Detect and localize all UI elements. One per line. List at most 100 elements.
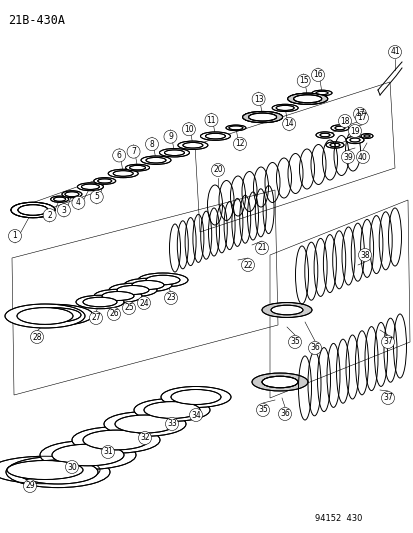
Ellipse shape [93, 177, 116, 184]
Circle shape [252, 93, 264, 106]
Ellipse shape [52, 444, 124, 466]
Circle shape [338, 115, 351, 127]
Ellipse shape [334, 126, 344, 130]
Circle shape [127, 145, 140, 158]
Ellipse shape [161, 386, 230, 408]
Text: 20: 20 [213, 166, 222, 174]
Ellipse shape [40, 441, 136, 470]
Text: 5: 5 [94, 192, 99, 201]
Circle shape [355, 111, 368, 125]
Text: 9: 9 [168, 132, 173, 141]
Text: 6: 6 [116, 151, 121, 160]
Ellipse shape [132, 280, 164, 289]
Circle shape [380, 335, 394, 349]
Ellipse shape [11, 203, 55, 217]
Circle shape [288, 335, 301, 349]
Circle shape [138, 432, 151, 445]
Ellipse shape [200, 132, 230, 140]
Circle shape [164, 130, 176, 143]
Circle shape [122, 302, 135, 314]
Text: 28: 28 [32, 333, 42, 342]
Text: 2: 2 [47, 211, 52, 220]
Ellipse shape [141, 156, 171, 164]
Ellipse shape [144, 401, 199, 418]
Circle shape [353, 108, 366, 120]
Ellipse shape [315, 91, 327, 95]
Ellipse shape [225, 125, 245, 131]
Ellipse shape [18, 460, 98, 484]
Ellipse shape [72, 427, 159, 453]
Circle shape [348, 125, 361, 138]
Ellipse shape [17, 308, 73, 325]
Text: 40: 40 [357, 152, 367, 161]
Circle shape [112, 149, 126, 162]
Text: 32: 32 [140, 433, 150, 442]
Ellipse shape [345, 136, 363, 143]
Text: 31: 31 [103, 448, 112, 456]
Circle shape [255, 241, 268, 254]
Text: 7: 7 [131, 147, 135, 156]
Ellipse shape [159, 149, 189, 157]
Circle shape [380, 392, 394, 405]
Ellipse shape [271, 305, 302, 315]
Text: 39: 39 [342, 152, 352, 161]
Ellipse shape [129, 165, 145, 170]
Circle shape [72, 196, 85, 209]
Ellipse shape [5, 304, 85, 328]
Ellipse shape [76, 295, 124, 309]
Text: 1: 1 [12, 231, 17, 240]
Circle shape [204, 114, 217, 127]
Ellipse shape [54, 197, 66, 201]
Text: 21B-430A: 21B-430A [8, 14, 65, 27]
Ellipse shape [6, 456, 110, 488]
Ellipse shape [113, 171, 133, 176]
Ellipse shape [11, 203, 55, 217]
Circle shape [101, 446, 114, 458]
Text: 19: 19 [349, 126, 359, 135]
Ellipse shape [363, 135, 369, 137]
Circle shape [137, 296, 150, 310]
Text: 8: 8 [149, 140, 154, 149]
Text: 14: 14 [284, 119, 293, 128]
Text: 38: 38 [359, 251, 369, 260]
Text: 4: 4 [76, 198, 81, 207]
Ellipse shape [330, 125, 348, 131]
Circle shape [165, 417, 178, 431]
Circle shape [341, 150, 354, 164]
Ellipse shape [242, 111, 282, 123]
Ellipse shape [171, 390, 221, 405]
Circle shape [233, 138, 246, 150]
Ellipse shape [261, 303, 311, 318]
Circle shape [145, 138, 158, 151]
Ellipse shape [94, 289, 142, 303]
Circle shape [358, 248, 370, 262]
Text: 17: 17 [354, 109, 364, 118]
Text: 37: 37 [382, 337, 392, 346]
Ellipse shape [115, 415, 175, 433]
Ellipse shape [183, 142, 202, 148]
Circle shape [107, 308, 120, 320]
Text: 94152  430: 94152 430 [314, 514, 361, 523]
Circle shape [297, 74, 309, 87]
Text: 16: 16 [313, 70, 322, 79]
Ellipse shape [248, 113, 276, 121]
Circle shape [308, 342, 321, 354]
Ellipse shape [248, 113, 276, 121]
Ellipse shape [228, 126, 242, 130]
Ellipse shape [83, 430, 149, 450]
Ellipse shape [311, 90, 331, 96]
Text: 10: 10 [184, 125, 193, 134]
Circle shape [241, 259, 254, 271]
Ellipse shape [164, 150, 184, 156]
Text: 35: 35 [257, 406, 267, 415]
Ellipse shape [293, 95, 321, 103]
Text: 12: 12 [235, 139, 244, 148]
Ellipse shape [329, 143, 339, 147]
Ellipse shape [50, 196, 69, 203]
Ellipse shape [97, 179, 112, 183]
Circle shape [189, 408, 202, 422]
Ellipse shape [178, 141, 207, 149]
Circle shape [43, 209, 56, 222]
Ellipse shape [108, 169, 138, 177]
Text: 30: 30 [67, 463, 77, 472]
